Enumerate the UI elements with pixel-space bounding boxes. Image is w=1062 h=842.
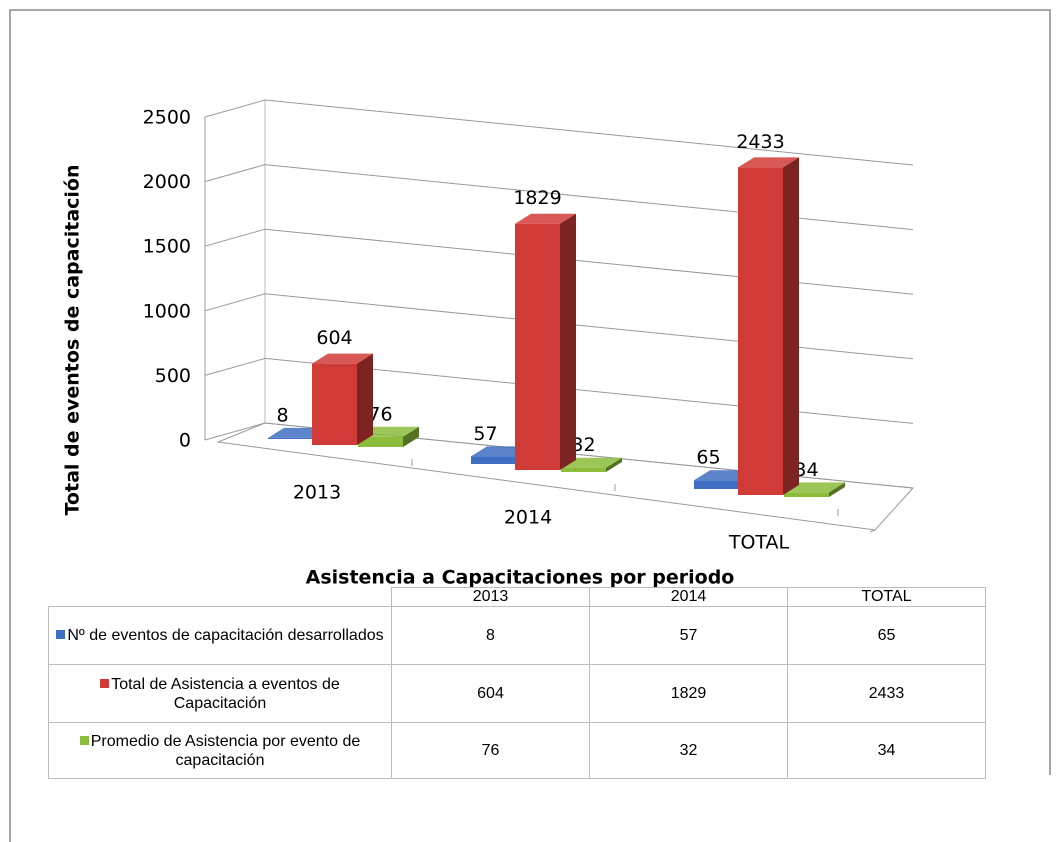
x-tick-label: 2014 bbox=[504, 507, 552, 529]
empty-cell bbox=[49, 588, 392, 607]
grid-line bbox=[204, 99, 914, 166]
bar-side bbox=[357, 353, 373, 445]
bar-front bbox=[738, 167, 783, 495]
data-table: 2013 2014 TOTAL Nº de eventos de capacit… bbox=[48, 587, 986, 779]
data-label: 76 bbox=[368, 403, 392, 425]
y-tick-label: 2500 bbox=[143, 107, 191, 129]
grid-line bbox=[204, 228, 914, 295]
table-cell: 8 bbox=[391, 606, 590, 665]
table-row: Nº de eventos de capacitación desarrolla… bbox=[48, 606, 986, 665]
y-tick-label: 2000 bbox=[143, 171, 191, 193]
data-label: 34 bbox=[794, 459, 818, 481]
bar-front bbox=[784, 492, 829, 497]
y-axis-title: Total de eventos de capacitación bbox=[62, 164, 84, 515]
bar-side bbox=[783, 157, 799, 495]
data-label: 32 bbox=[571, 434, 595, 456]
table-header: 2013 2014 TOTAL bbox=[49, 587, 986, 607]
table-cell: 65 bbox=[787, 606, 986, 665]
table-cell: 34 bbox=[787, 722, 986, 779]
table-cell: 76 bbox=[391, 722, 590, 779]
y-tick-label: 500 bbox=[155, 365, 191, 387]
y-tick-label: 0 bbox=[179, 430, 191, 452]
data-label: 57 bbox=[473, 423, 497, 445]
data-label: 2433 bbox=[736, 131, 784, 153]
bar-front bbox=[515, 223, 560, 470]
bar-top bbox=[312, 353, 373, 364]
grid-line bbox=[204, 357, 914, 424]
bar bbox=[358, 426, 419, 447]
bar bbox=[561, 457, 622, 472]
bar-front bbox=[312, 363, 357, 445]
grid-line bbox=[204, 164, 914, 231]
bar-top bbox=[515, 213, 576, 224]
legend-swatch bbox=[79, 735, 89, 745]
bar-side bbox=[606, 457, 622, 472]
frame bbox=[9, 9, 1051, 842]
bar-top bbox=[358, 426, 419, 437]
header-cell: 2013 bbox=[391, 587, 590, 607]
data-label: 8 bbox=[276, 404, 288, 426]
legend-label: Nº de eventos de capacitación desarrolla… bbox=[67, 627, 384, 644]
bar-side bbox=[403, 426, 419, 447]
table-cell: 32 bbox=[589, 722, 788, 779]
bar bbox=[738, 157, 799, 495]
legend-swatch bbox=[100, 678, 110, 688]
grid-line bbox=[204, 293, 914, 360]
bar bbox=[784, 482, 845, 497]
table-cell: 1829 bbox=[589, 664, 788, 723]
data-label: 1829 bbox=[513, 187, 561, 209]
table-cell: 57 bbox=[589, 606, 788, 665]
floor-edge bbox=[869, 529, 876, 533]
bar-front bbox=[268, 437, 313, 439]
bar-front bbox=[471, 456, 516, 464]
table-row: Promedio de Asistencia por evento de cap… bbox=[48, 722, 986, 779]
bar-side bbox=[829, 482, 845, 497]
y-tick-label: 1500 bbox=[143, 236, 191, 258]
data-label: 65 bbox=[696, 447, 720, 469]
row-label: Nº de eventos de capacitación desarrolla… bbox=[48, 606, 392, 665]
bar-top bbox=[561, 457, 622, 468]
table-cell: 2433 bbox=[787, 664, 986, 723]
data-label: 604 bbox=[316, 327, 352, 349]
bar-front bbox=[358, 436, 403, 447]
bar-top bbox=[738, 157, 799, 168]
bar bbox=[515, 213, 576, 470]
table-row: Total de Asistencia a eventos de Capacit… bbox=[48, 664, 986, 723]
bar-front bbox=[561, 467, 606, 472]
row-label: Total de Asistencia a eventos de Capacit… bbox=[48, 664, 392, 723]
legend-swatch bbox=[56, 630, 66, 639]
table-cell: 604 bbox=[391, 664, 590, 723]
grid-line bbox=[204, 422, 914, 489]
legend-label: Promedio de Asistencia por evento de cap… bbox=[90, 732, 361, 769]
header-cell: 2014 bbox=[589, 587, 788, 607]
bar-top bbox=[784, 482, 845, 493]
x-tick-label: 2013 bbox=[293, 482, 341, 504]
bar bbox=[312, 353, 373, 445]
x-tick-label: TOTAL bbox=[728, 532, 790, 554]
chart-title: Asistencia a Capacitaciones por periodo bbox=[306, 567, 735, 589]
bar-side bbox=[560, 213, 576, 470]
legend-label: Total de Asistencia a eventos de Capacit… bbox=[111, 675, 340, 712]
y-tick-label: 1000 bbox=[143, 300, 191, 322]
row-label: Promedio de Asistencia por evento de cap… bbox=[48, 722, 392, 779]
header-cell: TOTAL bbox=[787, 587, 986, 607]
bar-front bbox=[694, 480, 739, 489]
